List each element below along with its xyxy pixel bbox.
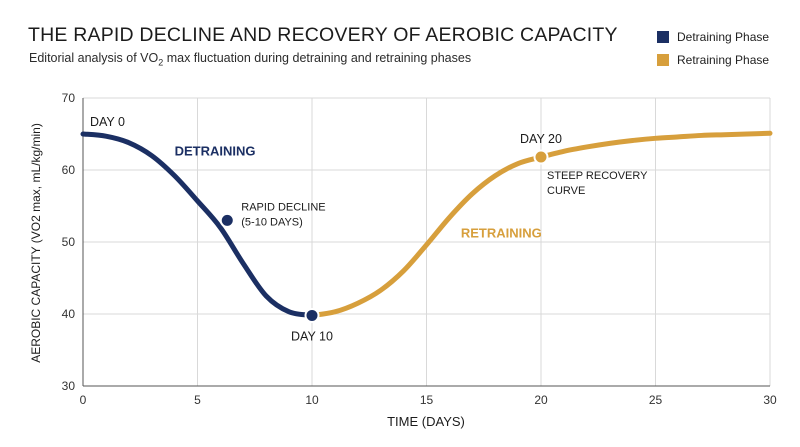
annotation-label: DAY 20 xyxy=(520,132,562,146)
y-tick-label: 40 xyxy=(62,307,76,321)
y-tick-label: 30 xyxy=(62,379,76,393)
legend-label-retraining: Retraining Phase xyxy=(677,53,770,67)
legend-swatch-detraining xyxy=(657,31,669,43)
tick-labels: 0 5 10 15 20 25 30 30 40 50 60 70 xyxy=(62,91,777,407)
annotation-label: STEEP RECOVERY xyxy=(547,170,648,182)
y-tick-label: 60 xyxy=(62,163,76,177)
legend-item-retraining: Retraining Phase xyxy=(657,50,769,70)
subtitle-post: max fluctuation during detraining and re… xyxy=(163,51,472,65)
y-tick-label: 50 xyxy=(62,235,76,249)
x-tick-label: 15 xyxy=(420,393,434,407)
legend-item-detraining: Detraining Phase xyxy=(657,27,769,47)
x-tick-label: 25 xyxy=(649,393,663,407)
legend-swatch-retraining xyxy=(657,54,669,66)
data-point-marker xyxy=(304,307,320,323)
legend: Detraining Phase Retraining Phase xyxy=(657,27,769,73)
subtitle-subscript: 2 xyxy=(158,57,164,68)
annotation-label: DAY 0 xyxy=(90,115,125,129)
axes xyxy=(82,98,770,387)
x-tick-label: 10 xyxy=(305,393,319,407)
annotation-label: DAY 10 xyxy=(291,329,333,343)
data-point-marker xyxy=(219,212,235,228)
series-markers xyxy=(219,149,549,323)
annotation-label: RETRAINING xyxy=(461,226,542,241)
chart-subtitle: Editorial analysis of VO2 max fluctuatio… xyxy=(29,51,471,68)
x-tick-label: 30 xyxy=(763,393,777,407)
chart-title: THE RAPID DECLINE AND RECOVERY OF AEROBI… xyxy=(28,24,618,46)
y-tick-label: 70 xyxy=(62,91,76,105)
series-line-detraining xyxy=(80,131,315,318)
annotation-label: (5-10 DAYS) xyxy=(241,216,303,228)
annotation-label: CURVE xyxy=(547,185,585,197)
data-point-marker xyxy=(533,149,549,165)
x-axis-label: TIME (DAYS) xyxy=(387,414,465,429)
annotation-label: DETRAINING xyxy=(175,144,256,159)
annotation-label: RAPID DECLINE xyxy=(241,201,325,213)
x-tick-label: 20 xyxy=(534,393,548,407)
legend-label-detraining: Detraining Phase xyxy=(677,30,770,44)
subtitle-pre: Editorial analysis of VO xyxy=(29,51,159,65)
y-axis-label: AEROBIC CAPACITY (VO2 max, mL/kg/min) xyxy=(29,123,43,363)
annotations: DAY 0 DETRAINING RAPID DECLINE (5-10 DAYS) D… xyxy=(90,115,648,343)
x-tick-label: 0 xyxy=(80,393,87,407)
x-tick-label: 5 xyxy=(194,393,201,407)
